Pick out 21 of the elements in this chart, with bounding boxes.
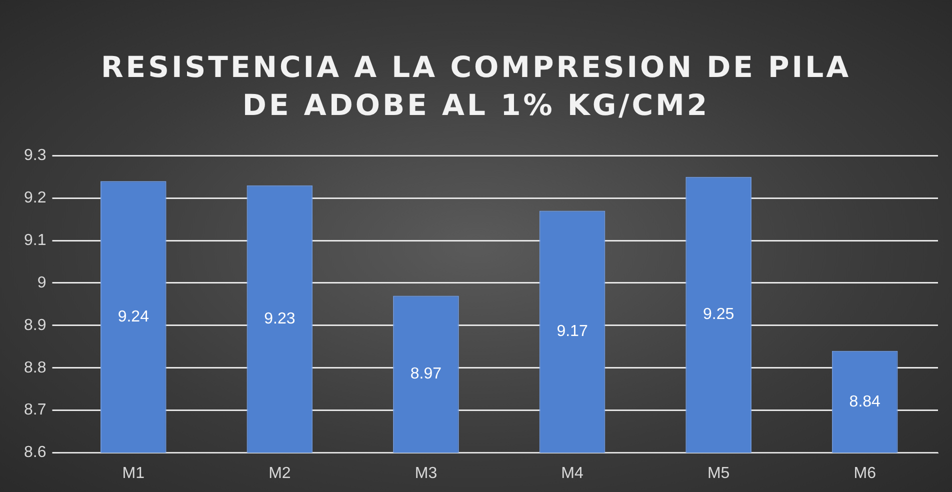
x-tick-label: M4: [561, 464, 584, 482]
y-tick-label: 8.7: [24, 402, 46, 419]
y-tick-label: 9.1: [24, 232, 46, 249]
x-tick-label: M2: [268, 464, 291, 482]
y-tick-label: 8.8: [24, 359, 46, 376]
x-tick-label: M3: [414, 464, 438, 482]
data-label: 8.84: [849, 393, 881, 410]
data-label: 9.25: [702, 306, 734, 324]
data-label: 9.17: [556, 323, 588, 340]
data-label: 9.24: [118, 308, 150, 326]
y-tick-label: 9: [37, 274, 46, 292]
x-tick-label: M1: [122, 464, 145, 482]
data-label: 9.23: [264, 310, 296, 328]
y-tick-label: 8.6: [24, 444, 46, 462]
data-label: 8.97: [410, 366, 442, 383]
x-tick-label: M6: [854, 464, 876, 482]
x-tick-label: M5: [707, 464, 730, 482]
y-tick-label: 8.9: [24, 316, 46, 334]
y-tick-label: 9.3: [24, 147, 46, 164]
chart-title: RESISTENCIA A LA COMPRESION DE PILA DE ADOBE AL 1% KG/CM2: [100, 49, 852, 124]
y-tick-label: 9.2: [24, 189, 46, 206]
